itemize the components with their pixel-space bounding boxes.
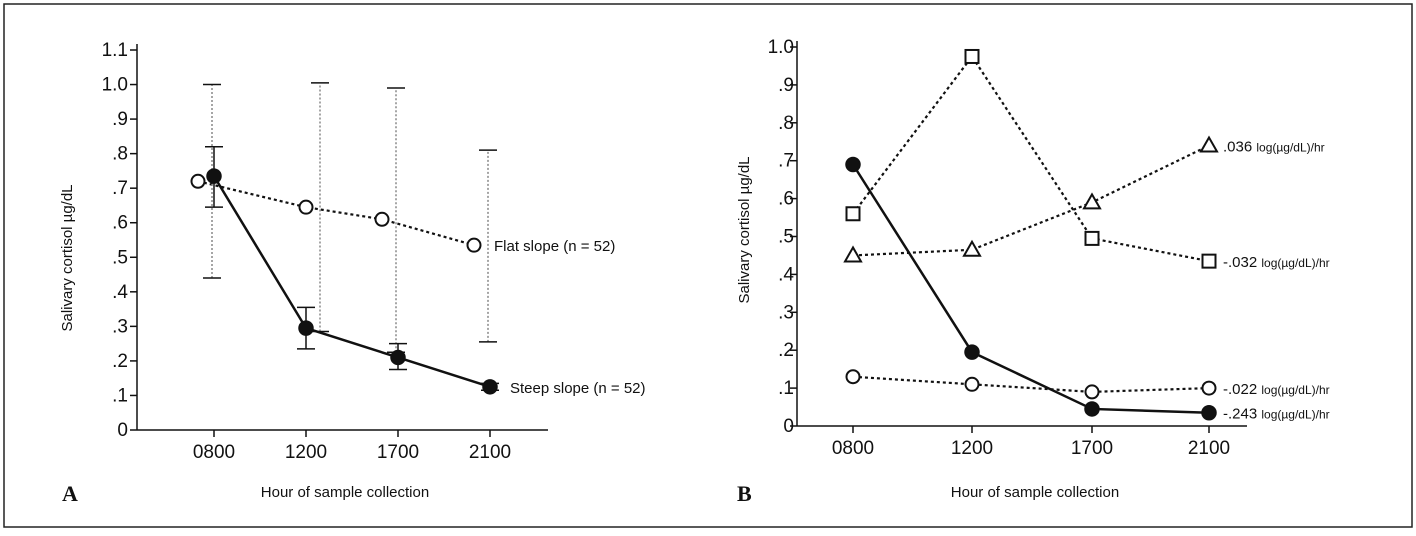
panel-b-series-2-point <box>1201 380 1217 396</box>
panel-b-y-tick-label: 0 <box>783 416 794 437</box>
panel-b-series-3-point <box>1084 401 1100 417</box>
panel-a-y-tick-label: .2 <box>112 351 128 372</box>
panel-a: A Hour of sample collection Salivary cor… <box>59 40 646 506</box>
panel-a-y-tick-label: .9 <box>112 109 128 130</box>
panel-a-series-0-point <box>298 199 314 215</box>
panel-b-y-title: Salivary cortisol µg/dL <box>736 156 753 303</box>
panel-b-x-tick-label: 2100 <box>1188 438 1230 459</box>
panel-b-series-3-point <box>964 344 980 360</box>
panel-b-series-3-line <box>851 163 1210 414</box>
panel-a-y-tick-label: .4 <box>112 282 128 303</box>
panel-b-y-tick-label: .2 <box>778 340 794 361</box>
panel-b-x-tick-label: 0800 <box>832 438 874 459</box>
panel-b-series-1-point <box>964 48 980 64</box>
panel-b: B Hour of sample collection Salivary cor… <box>736 37 1330 506</box>
panel-b-series-2-point <box>964 376 980 392</box>
panel-a-series-0-line <box>197 180 475 247</box>
panel-b-series-0-line <box>852 144 1210 257</box>
panel-b-y-tick-label: 1.0 <box>768 37 794 58</box>
panel-b-series-1-line <box>852 54 1210 263</box>
panel-a-y-tick-label: 0 <box>117 420 128 441</box>
figure-frame <box>3 3 1413 528</box>
panel-a-y-tick-label: .6 <box>112 213 128 234</box>
panel-b-y-tick-label: .1 <box>778 378 794 399</box>
panel-b-series-3-point <box>1201 404 1217 421</box>
panel-b-y-tick-label: .4 <box>778 264 794 285</box>
panel-a-y-tick-label: .1 <box>112 385 128 406</box>
panel-a-y-tick-label: 1.0 <box>102 75 128 96</box>
panel-b-x-tick-label: 1700 <box>1071 438 1113 459</box>
panel-a-series-0-label: Flat slope (n = 52) <box>494 238 615 255</box>
panel-b-series-1-point <box>1201 253 1217 269</box>
panel-a-x-tick-label: 0800 <box>193 442 235 463</box>
panel-b-series-0-point <box>1082 192 1102 210</box>
panel-b-y-tick-label: .8 <box>778 113 794 134</box>
panel-a-series-1-point <box>390 349 406 366</box>
panel-b-x-title: Hour of sample collection <box>951 484 1119 501</box>
panel-a-letter: A <box>62 481 78 506</box>
panel-a-series-1-point <box>298 320 314 336</box>
panel-b-series-0-point <box>1199 135 1219 153</box>
panel-a-y-tick-label: .5 <box>112 247 128 268</box>
panel-b-y-tick-label: .7 <box>778 151 794 172</box>
panel-a-x-tick-label: 1200 <box>285 442 327 463</box>
panel-b-series-1-point <box>845 206 861 222</box>
panel-a-series-0-point <box>374 211 390 227</box>
panel-b-y-tick-label: .3 <box>778 302 794 323</box>
panel-b-series-3-slope-label: -.243 log(µg/dL)/hr <box>1223 406 1330 423</box>
panel-a-y-tick-label: .7 <box>112 178 128 199</box>
panel-b-y-tick-label: .9 <box>778 75 794 96</box>
panel-b-series-1-point <box>1084 230 1100 246</box>
panel-b-letter: B <box>737 481 752 506</box>
panel-b-series-0-point <box>962 239 982 257</box>
panel-a-y-tick-label: 1.1 <box>102 40 128 61</box>
panel-a-y-tick-label: .8 <box>112 144 128 165</box>
panel-a-y-title: Salivary cortisol µg/dL <box>59 184 76 331</box>
panel-b-y-tick-label: .5 <box>778 227 794 248</box>
panel-b-y-tick-label: .6 <box>778 189 794 210</box>
panel-a-y-tick-label: .3 <box>112 316 128 337</box>
panel-a-series-1-line <box>212 175 491 389</box>
panel-a-series-1-point <box>482 379 498 395</box>
panel-a-series-1-point <box>206 168 222 184</box>
panel-b-series-0-slope-label: .036 log(µg/dL)/hr <box>1223 139 1325 156</box>
panel-b-series-2-point <box>1084 384 1100 400</box>
panel-a-series-0-point <box>466 237 482 253</box>
panel-b-series-2-point <box>845 369 861 385</box>
panel-a-x-tick-label: 1700 <box>377 442 419 463</box>
panel-b-series-0-point <box>843 245 863 263</box>
panel-b-series-1-slope-label: -.032 log(µg/dL)/hr <box>1223 254 1330 271</box>
panel-a-series-0-point <box>190 173 206 189</box>
panel-b-series-3-point <box>845 156 861 173</box>
panel-a-series-1-label: Steep slope (n = 52) <box>510 380 646 397</box>
panel-b-series-2-slope-label: -.022 log(µg/dL)/hr <box>1223 381 1330 398</box>
panel-a-x-title: Hour of sample collection <box>261 484 429 501</box>
panel-a-x-tick-label: 2100 <box>469 442 511 463</box>
panel-b-x-tick-label: 1200 <box>951 438 993 459</box>
